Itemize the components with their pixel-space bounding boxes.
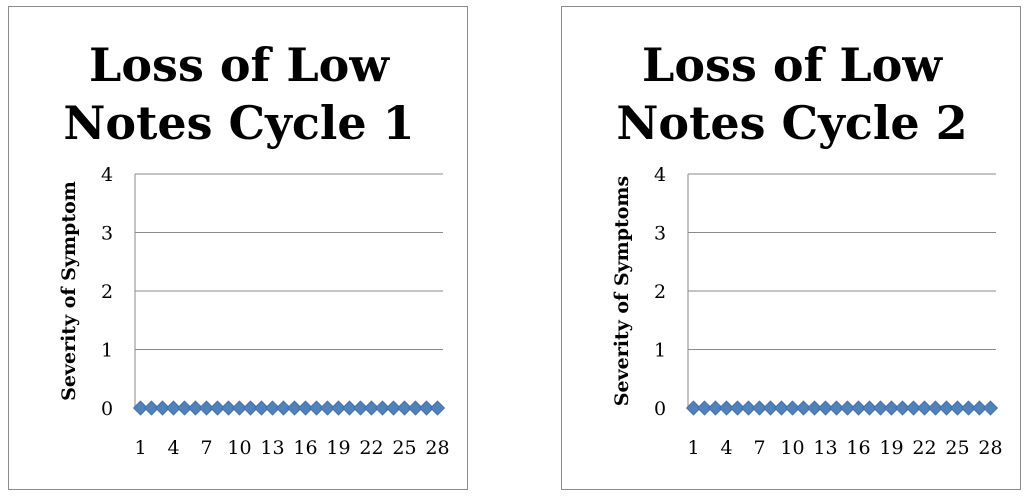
x-tick-label: 13: [813, 437, 837, 459]
data-point-marker: [949, 400, 966, 416]
chart-title-line: Notes Cycle 1: [63, 96, 414, 150]
data-point-marker: [795, 400, 812, 416]
data-point-marker: [253, 400, 270, 416]
data-point-marker: [286, 400, 303, 416]
x-tick-label: 28: [978, 437, 1002, 459]
data-point-marker: [187, 400, 204, 416]
data-point-marker: [319, 400, 336, 416]
data-point-marker: [308, 400, 325, 416]
x-tick-label: 10: [780, 437, 804, 459]
data-point-marker: [198, 400, 215, 416]
data-point-marker: [971, 400, 988, 416]
chart-title-line: Loss of Low: [642, 38, 943, 92]
y-tick-label: 1: [654, 340, 666, 362]
data-point-marker: [385, 400, 402, 416]
data-point-marker: [330, 400, 347, 416]
data-point-marker: [817, 400, 834, 416]
data-point-marker: [242, 400, 259, 416]
y-tick-label: 3: [654, 223, 666, 245]
data-point-marker: [297, 400, 314, 416]
data-point-marker: [894, 400, 911, 416]
x-tick-label: 7: [200, 437, 212, 459]
x-tick-label: 16: [293, 437, 317, 459]
data-point-marker: [916, 400, 933, 416]
data-point-marker: [883, 400, 900, 416]
x-tick-label: 7: [753, 437, 765, 459]
data-point-marker: [773, 400, 790, 416]
y-axis-label: Severity of Symptoms: [611, 176, 633, 406]
data-point-marker: [231, 400, 248, 416]
data-point-marker: [751, 400, 768, 416]
data-point-marker: [872, 400, 889, 416]
data-point-marker: [905, 400, 922, 416]
data-point-marker: [132, 400, 149, 416]
data-point-marker: [729, 400, 746, 416]
data-point-marker: [707, 400, 724, 416]
data-point-marker: [407, 400, 424, 416]
data-point-marker: [374, 400, 391, 416]
data-point-marker: [209, 400, 226, 416]
x-tick-label: 28: [425, 437, 449, 459]
data-point-marker: [828, 400, 845, 416]
data-point-marker: [275, 400, 292, 416]
y-tick-label: 0: [101, 398, 113, 420]
data-point-marker: [264, 400, 281, 416]
chart-cycle-2: Loss of Low Notes Cycle 2 Severity of Symp…: [561, 6, 1021, 490]
x-tick-label: 4: [167, 437, 179, 459]
y-axis-label: Severity of Symptom: [58, 181, 80, 401]
data-point-marker: [429, 400, 446, 416]
x-tick-label: 16: [846, 437, 870, 459]
data-point-marker: [696, 400, 713, 416]
data-point-marker: [143, 400, 160, 416]
data-point-marker: [850, 400, 867, 416]
data-point-marker: [220, 400, 237, 416]
data-point-marker: [352, 400, 369, 416]
data-point-marker: [927, 400, 944, 416]
data-point-marker: [154, 400, 171, 416]
data-point-marker: [685, 400, 702, 416]
data-point-marker: [165, 400, 182, 416]
x-tick-label: 1: [687, 437, 699, 459]
y-tick-label: 4: [654, 164, 666, 186]
x-tick-label: 25: [945, 437, 969, 459]
data-point-marker: [861, 400, 878, 416]
x-tick-label: 25: [392, 437, 416, 459]
chart-title-line: Notes Cycle 2: [616, 96, 967, 150]
x-tick-label: 22: [359, 437, 383, 459]
data-point-marker: [784, 400, 801, 416]
data-point-marker: [938, 400, 955, 416]
data-point-marker: [341, 400, 358, 416]
x-tick-label: 10: [227, 437, 251, 459]
data-point-marker: [718, 400, 735, 416]
y-tick-label: 0: [654, 398, 666, 420]
data-point-marker: [960, 400, 977, 416]
data-point-marker: [418, 400, 435, 416]
y-tick-label: 4: [101, 164, 113, 186]
data-point-marker: [806, 400, 823, 416]
x-tick-label: 13: [260, 437, 284, 459]
y-tick-label: 1: [101, 340, 113, 362]
x-tick-label: 4: [720, 437, 732, 459]
y-tick-label: 3: [101, 223, 113, 245]
y-tick-label: 2: [101, 281, 113, 303]
x-tick-label: 1: [134, 437, 146, 459]
chart-cycle-1: Loss of Low Notes Cycle 1 Severity of Symp…: [8, 6, 468, 490]
data-point-marker: [363, 400, 380, 416]
x-tick-label: 22: [912, 437, 936, 459]
data-point-marker: [740, 400, 757, 416]
data-point-marker: [396, 400, 413, 416]
data-point-marker: [839, 400, 856, 416]
y-tick-label: 2: [654, 281, 666, 303]
data-point-marker: [176, 400, 193, 416]
x-tick-label: 19: [326, 437, 350, 459]
x-tick-label: 19: [879, 437, 903, 459]
data-point-marker: [982, 400, 999, 416]
data-point-marker: [762, 400, 779, 416]
chart-title-line: Loss of Low: [89, 38, 390, 92]
